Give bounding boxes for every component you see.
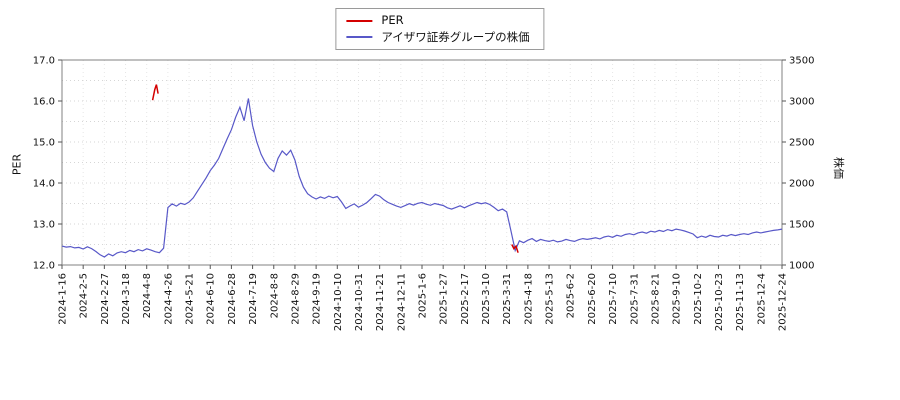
svg-text:17.0: 17.0 bbox=[33, 56, 55, 67]
svg-text:14.0: 14.0 bbox=[33, 179, 55, 190]
svg-text:3000: 3000 bbox=[789, 97, 814, 108]
svg-text:2025-3-31: 2025-3-31 bbox=[502, 273, 513, 325]
svg-text:2024-2-5: 2024-2-5 bbox=[79, 273, 90, 318]
svg-text:2024-4-8: 2024-4-8 bbox=[142, 273, 153, 318]
left-axis-title: PER bbox=[10, 153, 24, 176]
svg-text:1000: 1000 bbox=[789, 261, 814, 272]
svg-text:2025-5-13: 2025-5-13 bbox=[545, 273, 556, 325]
legend-item-stock-price: アイザワ証券グループの株価 bbox=[346, 29, 530, 44]
svg-text:2025-10-23: 2025-10-23 bbox=[714, 273, 725, 331]
svg-text:2025-7-31: 2025-7-31 bbox=[629, 273, 640, 325]
svg-text:2024-1-16: 2024-1-16 bbox=[58, 273, 69, 325]
svg-text:2024-5-21: 2024-5-21 bbox=[185, 273, 196, 325]
svg-text:2024-8-29: 2024-8-29 bbox=[290, 273, 301, 325]
svg-text:3500: 3500 bbox=[789, 56, 814, 67]
svg-text:2024-6-10: 2024-6-10 bbox=[206, 273, 217, 325]
svg-text:2025-12-4: 2025-12-4 bbox=[756, 273, 767, 325]
svg-text:2024-11-21: 2024-11-21 bbox=[375, 273, 386, 331]
svg-text:13.0: 13.0 bbox=[33, 220, 55, 231]
svg-text:2025-2-17: 2025-2-17 bbox=[460, 273, 471, 325]
legend-label-stock-price: アイザワ証券グループの株価 bbox=[381, 29, 530, 44]
svg-text:2024-2-27: 2024-2-27 bbox=[100, 273, 111, 325]
svg-text:2024-9-19: 2024-9-19 bbox=[312, 273, 323, 325]
svg-text:1500: 1500 bbox=[789, 220, 814, 231]
svg-text:2025-1-27: 2025-1-27 bbox=[439, 273, 450, 325]
svg-text:2025-3-10: 2025-3-10 bbox=[481, 273, 492, 325]
svg-text:2024-8-8: 2024-8-8 bbox=[269, 273, 280, 318]
svg-text:2025-6-2: 2025-6-2 bbox=[566, 273, 577, 318]
svg-text:2000: 2000 bbox=[789, 179, 814, 190]
svg-text:2024-10-10: 2024-10-10 bbox=[333, 273, 344, 331]
svg-text:2025-11-13: 2025-11-13 bbox=[735, 273, 746, 331]
svg-text:2024-12-11: 2024-12-11 bbox=[396, 273, 407, 331]
svg-text:2025-1-6: 2025-1-6 bbox=[418, 273, 429, 318]
right-axis-title: 株価 bbox=[832, 157, 845, 179]
svg-text:16.0: 16.0 bbox=[33, 97, 55, 108]
stock-price-line-swatch bbox=[346, 36, 373, 39]
svg-text:15.0: 15.0 bbox=[33, 138, 55, 149]
svg-text:12.0: 12.0 bbox=[33, 261, 55, 272]
svg-text:2024-4-26: 2024-4-26 bbox=[163, 273, 174, 325]
svg-text:2024-3-18: 2024-3-18 bbox=[121, 273, 132, 325]
svg-text:2025-6-20: 2025-6-20 bbox=[587, 273, 598, 325]
svg-text:2025-9-10: 2025-9-10 bbox=[672, 273, 683, 325]
svg-text:2024-7-19: 2024-7-19 bbox=[248, 273, 259, 325]
legend-label-per: PER bbox=[381, 13, 404, 27]
svg-text:2025-10-2: 2025-10-2 bbox=[693, 273, 704, 325]
svg-text:2025-8-21: 2025-8-21 bbox=[650, 273, 661, 325]
svg-text:2025-7-10: 2025-7-10 bbox=[608, 273, 619, 325]
svg-text:2024-6-28: 2024-6-28 bbox=[227, 273, 238, 325]
svg-text:2025-12-24: 2025-12-24 bbox=[778, 273, 789, 331]
svg-text:2025-4-18: 2025-4-18 bbox=[523, 273, 534, 325]
svg-text:2024-10-31: 2024-10-31 bbox=[354, 273, 365, 331]
legend-item-per: PER bbox=[346, 13, 529, 27]
svg-text:2500: 2500 bbox=[789, 138, 814, 149]
chart-legend: PER アイザワ証券グループの株価 bbox=[335, 8, 545, 50]
per-line-swatch bbox=[346, 19, 373, 22]
